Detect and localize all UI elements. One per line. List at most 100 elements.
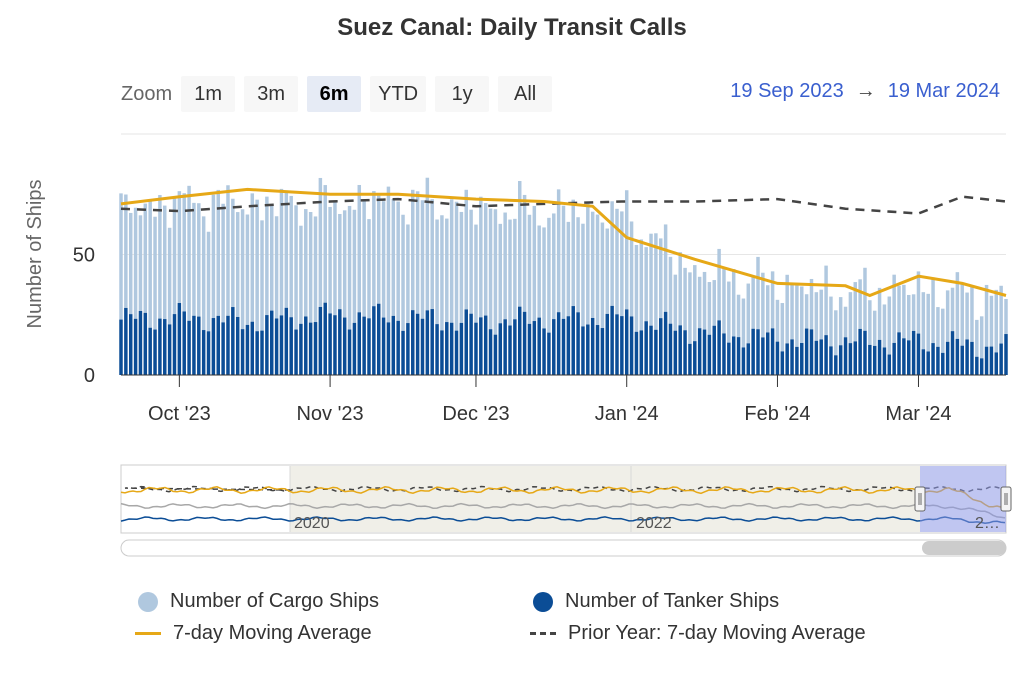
tanker-bar bbox=[133, 318, 138, 375]
legend-ma[interactable]: 7-day Moving Average bbox=[135, 622, 372, 645]
cargo-bar bbox=[829, 296, 833, 347]
legend-cargo[interactable]: Number of Cargo Ships bbox=[138, 590, 379, 613]
tanker-bar bbox=[124, 307, 128, 375]
tanker-bar bbox=[950, 331, 955, 375]
scrollbar-track[interactable] bbox=[120, 539, 1007, 557]
cargo-bar bbox=[824, 265, 828, 336]
cargo-bar bbox=[761, 272, 765, 338]
cargo-bar bbox=[673, 274, 678, 331]
tanker-bar bbox=[260, 330, 264, 375]
x-tick-label: Nov '23 bbox=[296, 403, 363, 425]
cargo-bar bbox=[727, 281, 731, 343]
cargo-bar bbox=[255, 199, 259, 332]
zoom-ytd-button[interactable]: YTD bbox=[370, 76, 427, 112]
tanker-bar bbox=[941, 352, 945, 375]
cargo-bar bbox=[916, 271, 921, 334]
cargo-bar bbox=[868, 300, 872, 345]
tanker-bar bbox=[425, 310, 430, 375]
tanker-bar bbox=[493, 334, 498, 375]
zoom-1y-button[interactable]: 1y bbox=[435, 76, 490, 112]
cargo-bar bbox=[566, 221, 571, 317]
cargo-bar bbox=[294, 205, 298, 330]
tanker-bar bbox=[722, 333, 726, 375]
tanker-bar bbox=[887, 354, 892, 375]
tanker-bar bbox=[498, 323, 503, 375]
tanker-bar bbox=[547, 332, 551, 375]
tanker-bar bbox=[717, 320, 721, 375]
cargo-bar bbox=[124, 194, 128, 308]
tanker-bar bbox=[464, 309, 468, 375]
cargo-bar bbox=[430, 199, 434, 310]
tanker-bar bbox=[522, 311, 527, 375]
cargo-bar bbox=[479, 196, 483, 318]
tanker-bar bbox=[454, 330, 459, 375]
cargo-bar bbox=[333, 200, 337, 316]
moving-average-line bbox=[120, 187, 1007, 298]
range-to[interactable]: 19 Mar 2024 bbox=[887, 80, 1000, 102]
cargo-bars bbox=[119, 177, 1008, 359]
legend-tanker[interactable]: Number of Tanker Ships bbox=[533, 590, 779, 613]
cargo-bar bbox=[590, 211, 595, 318]
tanker-bar bbox=[683, 330, 687, 375]
zoom-6m-button[interactable]: 6m bbox=[307, 76, 362, 112]
cargo-bar bbox=[989, 295, 994, 347]
tanker-bar bbox=[785, 343, 789, 375]
tanker-bar bbox=[566, 316, 571, 375]
legend-tanker-swatch bbox=[533, 591, 553, 612]
cargo-bar bbox=[240, 209, 245, 330]
cargo-bar bbox=[347, 205, 352, 330]
cargo-bar bbox=[527, 214, 532, 324]
zoom-1m-button[interactable]: 1m bbox=[181, 76, 236, 112]
tanker-bar bbox=[240, 329, 245, 375]
tanker-bar bbox=[829, 346, 833, 375]
tanker-bar bbox=[352, 322, 357, 375]
tanker-bar bbox=[697, 328, 702, 375]
tanker-bar bbox=[736, 337, 741, 375]
cargo-bar bbox=[678, 252, 682, 326]
tanker-bar bbox=[158, 318, 162, 375]
tanker-bar bbox=[401, 330, 405, 375]
cargo-bar bbox=[235, 212, 240, 317]
cargo-bar bbox=[372, 191, 376, 307]
tanker-bar bbox=[197, 316, 201, 375]
navigator-left-handle[interactable] bbox=[914, 486, 926, 512]
navigator[interactable]: 2020 2022 2… bbox=[120, 464, 1012, 534]
cargo-bar bbox=[838, 297, 843, 346]
cargo-bar bbox=[649, 233, 653, 326]
tanker-bar bbox=[809, 329, 814, 375]
navigator-selection[interactable] bbox=[920, 466, 1006, 532]
tanker-bar bbox=[960, 345, 964, 375]
cargo-bar bbox=[950, 287, 955, 332]
cargo-bar bbox=[800, 286, 804, 344]
tanker-bar bbox=[508, 325, 512, 375]
tanker-bar bbox=[435, 324, 439, 375]
cargo-bar bbox=[128, 212, 133, 315]
range-arrow: → bbox=[855, 80, 876, 102]
cargo-bar bbox=[143, 203, 148, 313]
navigator-cargo-line bbox=[120, 502, 1006, 519]
tanker-bar bbox=[372, 306, 376, 375]
cargo-bar bbox=[250, 193, 255, 322]
tanker-bar bbox=[955, 338, 960, 375]
legend-prior[interactable]: Prior Year: 7-day Moving Average bbox=[530, 622, 866, 645]
cargo-bar bbox=[279, 188, 284, 316]
tanker-bar bbox=[858, 328, 862, 375]
cargo-bar bbox=[853, 282, 857, 342]
navigator-right-handle[interactable] bbox=[1000, 486, 1012, 512]
tanker-bar bbox=[255, 331, 259, 375]
tanker-bar bbox=[216, 315, 220, 375]
tanker-bar bbox=[503, 319, 507, 375]
cargo-bar bbox=[274, 216, 279, 319]
scrollbar-thumb[interactable] bbox=[922, 541, 1006, 555]
zoom-all-button[interactable]: All bbox=[498, 76, 553, 112]
zoom-3m-button[interactable]: 3m bbox=[244, 76, 299, 112]
cargo-bar bbox=[683, 267, 687, 331]
tanker-bar bbox=[892, 342, 896, 375]
cargo-bar bbox=[508, 219, 512, 326]
tanker-bar bbox=[834, 355, 838, 375]
x-ticks: Oct '23 Nov '23 Dec '23 Jan '24 Feb '24 Mar '… bbox=[148, 375, 952, 425]
cargo-bar bbox=[931, 277, 935, 344]
cargo-bar bbox=[148, 201, 152, 328]
tanker-bar bbox=[284, 307, 289, 375]
range-from[interactable]: 19 Sep 2023 bbox=[730, 80, 844, 102]
